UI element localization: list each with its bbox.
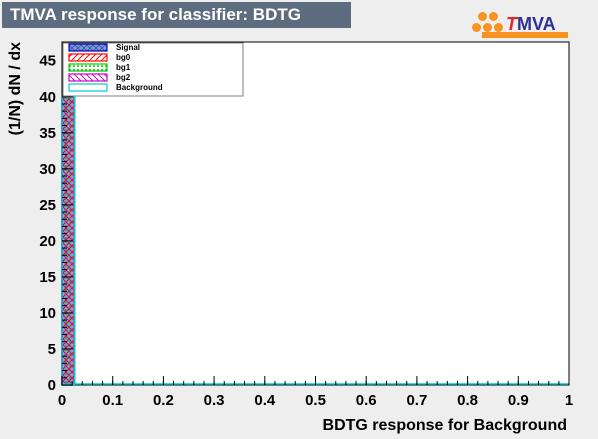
- x-tick-label: 0.5: [305, 392, 326, 409]
- logo-text: TMVA: [506, 14, 556, 34]
- plot-frame: [61, 41, 570, 386]
- x-tick-label: 0.3: [204, 392, 225, 409]
- y-tick-label: 5: [48, 341, 56, 358]
- logo-dots-icon: [472, 10, 506, 38]
- axes: 0 0.1 0.2 0.3 0.4 0.5 0.6 0.7 0.8 0.9 105101520253…: [39, 45, 573, 409]
- legend-swatch-bg2: [68, 73, 108, 82]
- x-tick-label: 0.1: [102, 392, 123, 409]
- y-tick-label: 15: [39, 269, 56, 286]
- chart-title: TMVA response for classifier: BDTG: [2, 2, 351, 28]
- legend-swatch-signal: [68, 43, 108, 52]
- legend-label: bg0: [116, 53, 131, 62]
- y-tick-label: 0: [48, 377, 56, 394]
- y-tick-label: 40: [39, 89, 56, 106]
- y-tick-label: 45: [39, 53, 56, 70]
- x-tick-label: 0.8: [457, 392, 478, 409]
- y-tick-label: 20: [39, 233, 56, 250]
- y-tick-label: 35: [39, 125, 56, 142]
- y-tick-label: 25: [39, 197, 56, 214]
- legend-label: bg1: [116, 63, 131, 72]
- legend-swatch-background: [68, 83, 108, 92]
- x-tick-label: 0.9: [508, 392, 529, 409]
- y-tick-label: 10: [39, 305, 56, 322]
- x-tick-label: 0.7: [406, 392, 427, 409]
- tmva-logo: TMVA: [472, 10, 568, 38]
- x-tick-label: 0.2: [153, 392, 174, 409]
- x-axis-title: BDTG response for Background: [323, 417, 567, 434]
- y-axis-title: (1/N) dN / dx: [7, 42, 24, 135]
- x-tick-label: 0: [58, 392, 66, 409]
- y-tick-label: 30: [39, 161, 56, 178]
- legend-swatch-bg1: [68, 63, 108, 72]
- x-tick-label: 1: [565, 392, 573, 409]
- logo-bar: [482, 32, 568, 38]
- legend-swatch-bg0: [68, 53, 108, 62]
- legend-label: bg2: [116, 73, 131, 82]
- legend-label: Background: [116, 83, 163, 92]
- legend-label: Signal: [116, 43, 140, 52]
- x-tick-label: 0.4: [254, 392, 276, 409]
- x-tick-label: 0.6: [356, 392, 377, 409]
